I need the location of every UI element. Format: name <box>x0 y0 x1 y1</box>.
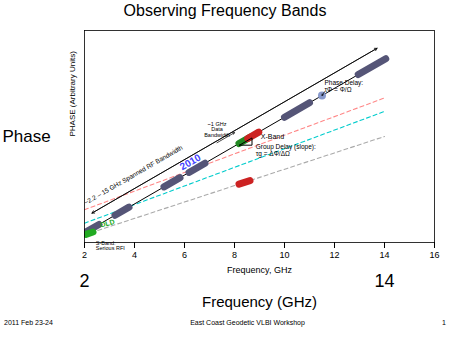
svg-text:~2.2 – 15 GHz Spanned RF Bandw: ~2.2 – 15 GHz Spanned RF Bandwidth <box>83 143 185 206</box>
svg-text:Phase: Phase <box>3 127 51 146</box>
html-text:1: 1 <box>442 319 446 326</box>
svg-text:2: 2 <box>82 250 87 260</box>
html-text:Observing Frequency Bands: Observing Frequency Bands <box>123 2 327 19</box>
svg-text:8: 8 <box>232 250 237 260</box>
svg-text:S-Band:Serious RFI: S-Band:Serious RFI <box>96 240 126 252</box>
svg-text:Phase Delay:τΦ = Φ/Ω: Phase Delay:τΦ = Φ/Ω <box>325 79 364 93</box>
svg-text:2: 2 <box>79 271 89 291</box>
html-text:East Coast Geodetic VLBI Works: East Coast Geodetic VLBI Workshop <box>190 319 305 326</box>
svg-text:Frequency (GHz): Frequency (GHz) <box>202 293 317 310</box>
html-text:2011 Feb 23-24: 2011 Feb 23-24 <box>4 319 53 326</box>
svg-text:4: 4 <box>132 250 137 260</box>
svg-text:14: 14 <box>379 250 389 260</box>
svg-text:PHASE (Arbitrary Units): PHASE (Arbitrary Units) <box>68 51 77 137</box>
svg-text:OLD: OLD <box>99 218 115 229</box>
svg-text:~1 GHzDataBandwidth: ~1 GHzDataBandwidth <box>204 121 230 138</box>
svg-text:14: 14 <box>374 271 394 291</box>
svg-text:10: 10 <box>279 250 289 260</box>
svg-text:16: 16 <box>429 250 439 260</box>
svg-text:Frequency, GHz: Frequency, GHz <box>227 265 292 275</box>
svg-text:X-Band: X-Band <box>261 132 284 139</box>
svg-text:Group Delay (slope):τg = ΔΦ/ΔΩ: Group Delay (slope):τg = ΔΦ/ΔΩ <box>256 143 316 158</box>
svg-text:6: 6 <box>182 250 187 260</box>
svg-text:2010: 2010 <box>178 151 203 172</box>
svg-text:12: 12 <box>329 250 339 260</box>
